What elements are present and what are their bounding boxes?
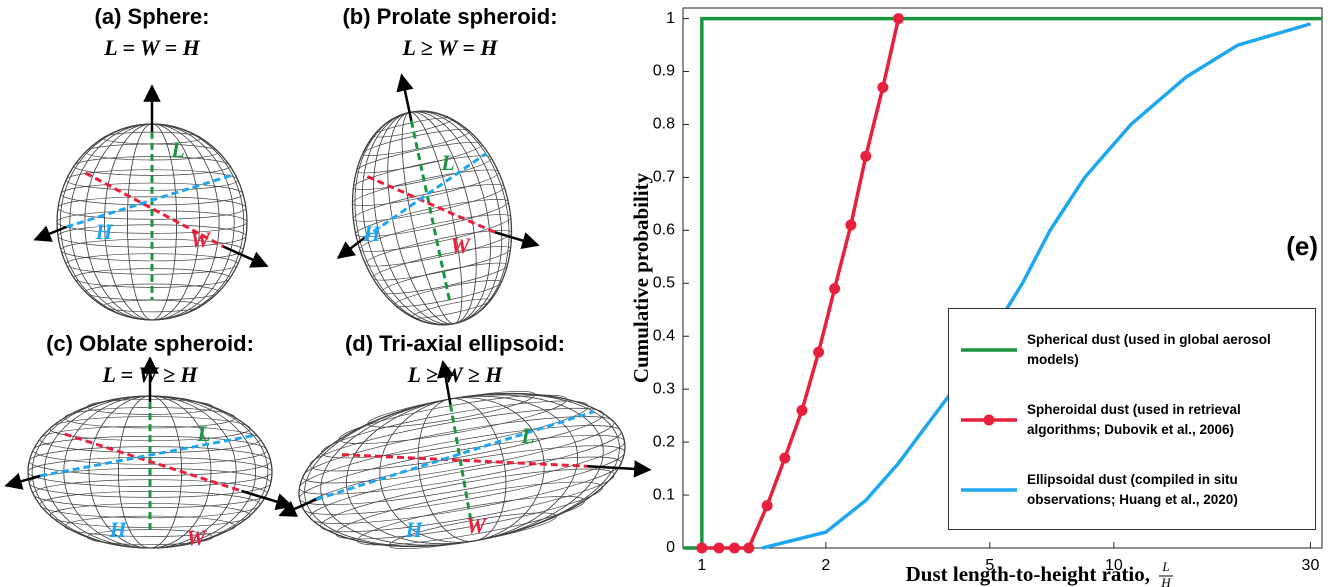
point [728, 542, 740, 554]
ellipsoid [33, 84, 269, 321]
axis-letter: L [170, 137, 184, 162]
axis-up [396, 73, 414, 122]
axis-letter: W [186, 525, 207, 550]
parallel [321, 400, 589, 459]
point [796, 404, 808, 416]
ellipsoid [4, 356, 294, 549]
axis-l [409, 120, 452, 303]
legend-label: Spheroidal dust (used in retrieval algor… [1027, 402, 1241, 437]
axis-letter: L [440, 150, 454, 175]
y-tick-label: 0.2 [653, 433, 675, 450]
point [713, 542, 725, 554]
point [813, 346, 825, 358]
diagram-formula: L = W = H [103, 35, 200, 60]
parallel [411, 298, 491, 319]
point [877, 81, 889, 93]
ellipsoid [278, 359, 652, 549]
y-tick-label: 0.9 [653, 63, 675, 80]
x-label-denominator: H [1160, 575, 1171, 587]
point [696, 542, 708, 554]
parallel [57, 196, 247, 220]
arrow-h [278, 498, 317, 517]
legend: Spherical dust (used in global aerosol m… [948, 308, 1316, 530]
y-tick-label: 0.4 [653, 327, 675, 344]
y-tick-label: 0.8 [653, 116, 675, 133]
legend-label: Ellipsoidal dust (compiled in situ obser… [1027, 472, 1238, 507]
axis-letter: W [450, 233, 471, 258]
axis-w [341, 453, 588, 468]
legend-entry: Spherical dust (used in global aerosol m… [957, 315, 1307, 385]
axis-w [64, 432, 242, 493]
diagram-title: (d) Tri-axial ellipsoid: [345, 331, 565, 356]
axis-letter: H [362, 221, 381, 246]
axis-h [66, 173, 234, 229]
y-tick-label: 0.1 [653, 486, 675, 503]
diagram-title: (c) Oblate spheroid: [46, 331, 254, 356]
series-line [683, 16, 1322, 550]
axis-letter: L [196, 421, 210, 446]
axis-w [366, 175, 496, 234]
point [845, 219, 857, 231]
x-tick-label: 2 [821, 557, 830, 574]
y-tick-label: 1 [666, 10, 675, 27]
x-tick-label: 30 [1302, 557, 1320, 574]
point [779, 452, 791, 464]
axis-letter: W [190, 227, 211, 252]
x-label-numerator: L [1161, 559, 1169, 574]
y-tick-label: 0.7 [653, 169, 675, 186]
arrow-w [494, 231, 540, 250]
legend-swatch [961, 414, 1017, 426]
axis-h [315, 410, 595, 501]
arrow-h [4, 472, 41, 490]
point [892, 13, 904, 25]
axis-letter: H [404, 517, 423, 542]
ellipsoid [336, 73, 540, 326]
axis-h [363, 152, 487, 240]
axis-h [39, 434, 254, 478]
x-tick-label: 1 [697, 557, 706, 574]
arrow-w [586, 460, 652, 478]
legend-label: Spherical dust (used in global aerosol m… [1027, 332, 1271, 367]
point [829, 283, 841, 295]
diagram-title: (b) Prolate spheroid: [342, 4, 557, 29]
legend-swatch [961, 488, 1017, 492]
diagram-formula: L ≥ W = H [401, 35, 498, 60]
axis-w [84, 171, 224, 248]
arrow-h [33, 225, 67, 242]
y-axis-label: Cumulative probability [629, 172, 653, 383]
arrow-w [222, 245, 269, 268]
diagram-formula: L ≥ W ≥ H [407, 362, 504, 387]
axis-l [449, 404, 474, 527]
parallel [388, 512, 557, 549]
axis-up [437, 359, 455, 405]
x-axis-label: Dust length-to-height ratio, [906, 562, 1150, 586]
x-tick-label: 10 [1105, 557, 1123, 574]
point [743, 542, 755, 554]
axis-letter: L [520, 423, 534, 448]
y-tick-label: 0 [666, 539, 675, 556]
axis-letter: H [108, 517, 127, 542]
panel-label: (e) [1286, 231, 1318, 261]
x-tick-label: 5 [985, 557, 994, 574]
point [761, 500, 773, 512]
y-tick-label: 0.5 [653, 275, 675, 292]
axis-letter: H [94, 219, 113, 244]
point [860, 150, 872, 162]
arrow-h [336, 236, 366, 259]
diagram-title: (a) Sphere: [95, 4, 210, 29]
parallel [60, 238, 244, 262]
legend-entry: Ellipsoidal dust (compiled in situ obser… [957, 455, 1307, 525]
legend-entry: Spheroidal dust (used in retrieval algor… [957, 385, 1307, 455]
series-line [701, 18, 901, 550]
parallel [60, 182, 244, 206]
plot-area [682, 7, 1323, 549]
axis-letter: W [466, 513, 487, 538]
legend-swatch [961, 348, 1017, 352]
y-tick-label: 0.3 [653, 380, 675, 397]
y-tick-label: 0.6 [653, 222, 675, 239]
